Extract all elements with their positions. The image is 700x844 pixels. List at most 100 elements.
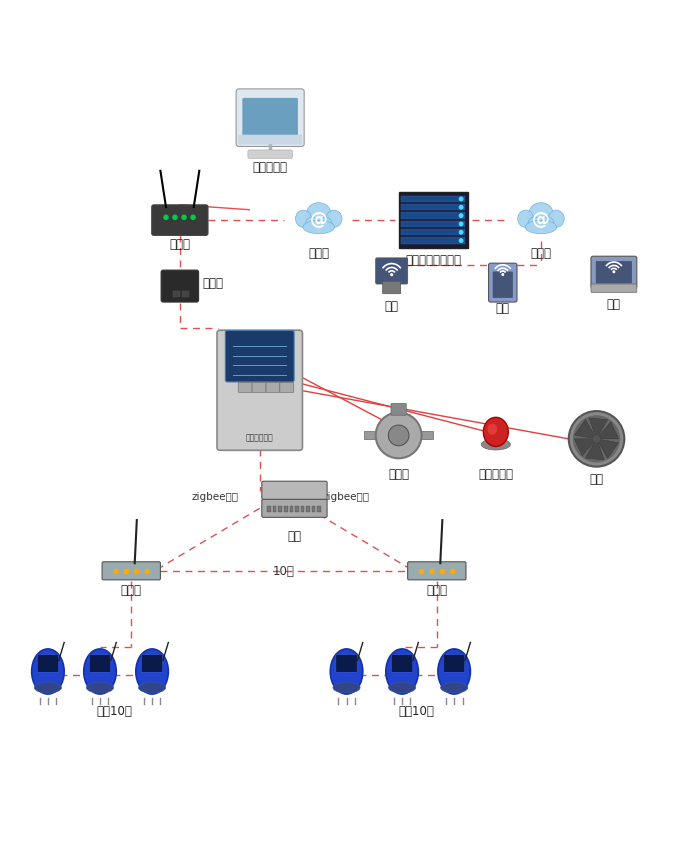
FancyBboxPatch shape (90, 655, 111, 673)
FancyBboxPatch shape (407, 562, 466, 580)
FancyBboxPatch shape (141, 655, 162, 673)
Ellipse shape (326, 211, 342, 228)
FancyBboxPatch shape (262, 482, 327, 500)
FancyBboxPatch shape (295, 506, 299, 513)
FancyBboxPatch shape (173, 291, 180, 297)
Ellipse shape (529, 203, 553, 225)
FancyBboxPatch shape (236, 89, 304, 148)
Circle shape (592, 436, 601, 443)
Polygon shape (598, 440, 618, 458)
Circle shape (459, 231, 463, 235)
Ellipse shape (319, 218, 332, 232)
Circle shape (613, 272, 615, 273)
Text: 终端: 终端 (607, 298, 621, 311)
Text: 单机版电脑: 单机版电脑 (253, 160, 288, 174)
Ellipse shape (389, 683, 416, 693)
Circle shape (191, 216, 195, 220)
Circle shape (134, 570, 139, 574)
Text: 路由器: 路由器 (169, 238, 190, 252)
Circle shape (568, 412, 624, 467)
FancyBboxPatch shape (401, 197, 466, 203)
Ellipse shape (87, 683, 113, 693)
Ellipse shape (333, 683, 360, 693)
Text: zigbee信号: zigbee信号 (192, 491, 239, 501)
Polygon shape (575, 420, 594, 439)
Text: 风机: 风机 (589, 473, 603, 485)
FancyBboxPatch shape (307, 506, 309, 513)
FancyBboxPatch shape (102, 562, 160, 580)
Text: 网关: 网关 (288, 529, 302, 543)
Ellipse shape (542, 218, 554, 232)
Text: @: @ (310, 210, 328, 229)
Text: 报警控制主机: 报警控制主机 (246, 432, 274, 441)
FancyBboxPatch shape (238, 136, 302, 145)
Ellipse shape (487, 424, 497, 436)
Ellipse shape (548, 211, 564, 228)
FancyBboxPatch shape (401, 221, 466, 228)
FancyBboxPatch shape (444, 655, 465, 673)
Circle shape (459, 214, 463, 218)
FancyBboxPatch shape (152, 206, 208, 236)
Text: 电磁阀: 电磁阀 (388, 467, 409, 480)
FancyBboxPatch shape (317, 506, 321, 513)
FancyBboxPatch shape (591, 257, 637, 289)
Polygon shape (599, 422, 619, 440)
FancyBboxPatch shape (225, 331, 294, 382)
FancyBboxPatch shape (284, 506, 288, 513)
FancyBboxPatch shape (596, 262, 632, 284)
Text: 转换器: 转换器 (202, 277, 223, 289)
FancyBboxPatch shape (401, 230, 466, 236)
Ellipse shape (34, 683, 62, 693)
Text: zigbee信号: zigbee信号 (322, 491, 369, 501)
Ellipse shape (525, 221, 556, 235)
Circle shape (391, 274, 393, 276)
Ellipse shape (84, 649, 116, 695)
Circle shape (459, 198, 463, 202)
Polygon shape (574, 440, 594, 457)
Text: 可接10台: 可接10台 (96, 704, 132, 717)
Text: 互联网: 互联网 (531, 247, 552, 260)
Ellipse shape (330, 649, 363, 695)
Text: 互联网: 互联网 (308, 247, 329, 260)
FancyBboxPatch shape (248, 151, 293, 160)
Circle shape (114, 570, 118, 574)
Ellipse shape (386, 649, 419, 695)
FancyBboxPatch shape (401, 214, 466, 219)
Ellipse shape (307, 203, 330, 225)
Ellipse shape (139, 683, 166, 693)
Polygon shape (585, 443, 604, 460)
Text: 可接10台: 可接10台 (398, 704, 434, 717)
FancyBboxPatch shape (182, 291, 189, 297)
FancyBboxPatch shape (217, 331, 302, 451)
FancyBboxPatch shape (267, 506, 271, 513)
Circle shape (173, 216, 177, 220)
FancyBboxPatch shape (252, 383, 266, 392)
Polygon shape (589, 419, 608, 436)
Text: 声光报警器: 声光报警器 (478, 467, 513, 480)
Text: 安帕尔网络服务器: 安帕尔网络服务器 (405, 254, 461, 268)
FancyBboxPatch shape (266, 383, 280, 392)
Ellipse shape (528, 218, 540, 232)
FancyBboxPatch shape (161, 271, 199, 303)
Ellipse shape (440, 683, 468, 693)
Circle shape (430, 570, 434, 574)
Circle shape (419, 570, 424, 574)
FancyBboxPatch shape (391, 404, 406, 416)
Ellipse shape (438, 649, 470, 695)
Circle shape (502, 274, 503, 276)
Circle shape (182, 216, 186, 220)
Ellipse shape (518, 211, 533, 228)
FancyBboxPatch shape (279, 506, 282, 513)
FancyBboxPatch shape (591, 284, 637, 293)
Circle shape (459, 240, 463, 243)
Circle shape (145, 570, 149, 574)
FancyBboxPatch shape (364, 431, 433, 440)
Circle shape (459, 223, 463, 226)
Circle shape (440, 570, 444, 574)
Ellipse shape (136, 649, 168, 695)
Circle shape (451, 570, 455, 574)
Ellipse shape (482, 440, 510, 451)
Text: 10组: 10组 (273, 565, 295, 577)
FancyBboxPatch shape (312, 506, 315, 513)
FancyBboxPatch shape (376, 258, 407, 284)
